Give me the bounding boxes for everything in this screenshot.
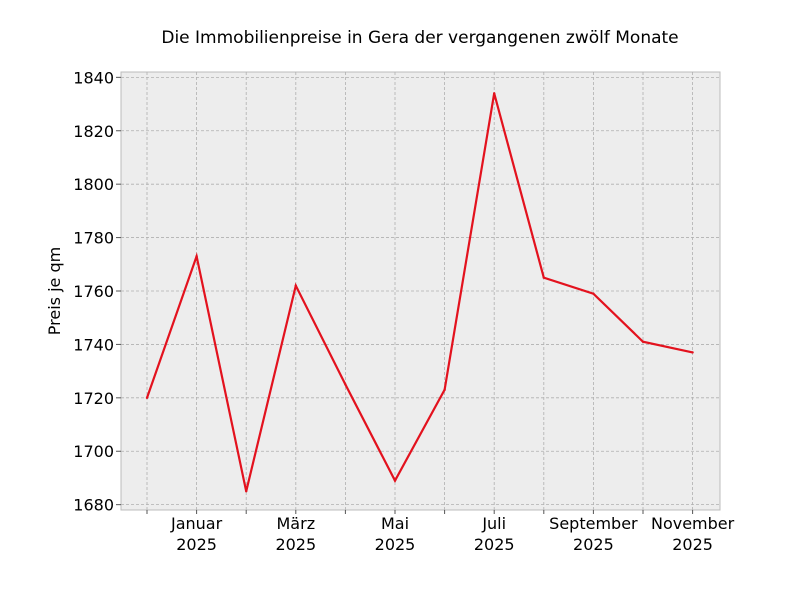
chart-title: Die Immobilienpreise in Gera der vergang… xyxy=(161,28,678,48)
data-point xyxy=(443,388,446,392)
x-tick-labels: Januar 2025 März 2025 Mai 2025 Juli 2025 Septemb… xyxy=(170,514,735,554)
plot-area xyxy=(120,71,721,511)
x-tick-label-month: Januar xyxy=(170,514,223,533)
x-tick-label-year: 2025 xyxy=(672,535,713,554)
y-tick-label: 1680 xyxy=(73,496,114,515)
grid-lines xyxy=(121,72,720,510)
x-tick-label-year: 2025 xyxy=(275,535,316,554)
y-tick-labels: 1680 1700 1720 1740 1760 1780 1800 1820 1840 xyxy=(73,68,114,514)
data-point xyxy=(493,92,496,95)
data-point xyxy=(245,490,248,493)
y-tick-label: 1700 xyxy=(73,442,114,461)
y-tick-label: 1840 xyxy=(73,68,114,87)
x-tick-label-month: November xyxy=(651,514,735,533)
data-point xyxy=(542,276,545,279)
series-line xyxy=(145,93,693,492)
x-tick-label-year: 2025 xyxy=(474,535,515,554)
x-tick-label-year: 2025 xyxy=(375,535,416,554)
y-axis-label: Preis je qm xyxy=(45,247,64,335)
x-tick-label-month: März xyxy=(277,514,316,533)
x-tick-label-year: 2025 xyxy=(573,535,614,554)
y-tick-label: 1800 xyxy=(73,175,114,194)
y-tick-label: 1780 xyxy=(73,229,114,248)
data-point xyxy=(691,351,694,354)
data-point xyxy=(641,340,645,343)
data-point xyxy=(195,255,198,258)
data-point xyxy=(393,479,397,482)
data-point xyxy=(344,383,347,386)
series-group xyxy=(145,92,694,493)
x-tick-label-month: Juli xyxy=(481,514,506,533)
y-tick-label: 1740 xyxy=(73,335,114,354)
data-point xyxy=(592,292,595,295)
x-tick-label-month: September xyxy=(549,514,638,533)
x-tick-label-year: 2025 xyxy=(176,535,217,554)
y-tick-label: 1760 xyxy=(73,282,114,301)
data-point xyxy=(145,396,149,400)
y-tick-label: 1720 xyxy=(73,389,114,408)
y-tick-label: 1820 xyxy=(73,122,114,141)
data-point xyxy=(294,284,297,287)
x-tick-label-month: Mai xyxy=(381,514,409,533)
axis-ticks xyxy=(116,76,694,514)
